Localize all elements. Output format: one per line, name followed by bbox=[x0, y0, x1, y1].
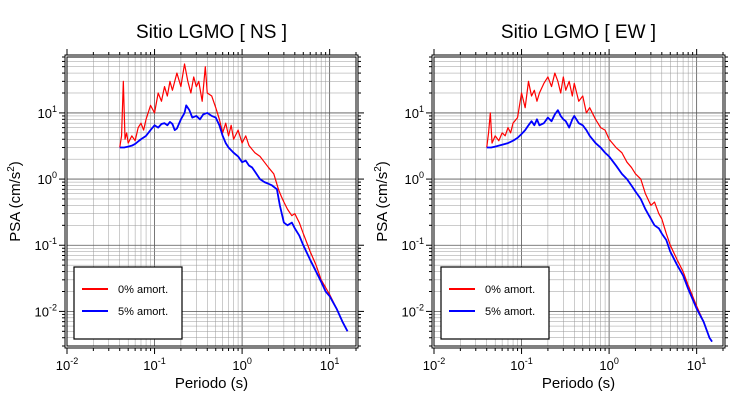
y-tick-label: 10-1 bbox=[35, 236, 57, 253]
y-tick-label-exp: -2 bbox=[416, 302, 424, 312]
x-tick-label-exp: 0 bbox=[247, 356, 252, 366]
y-tick-label-base: 10 bbox=[402, 304, 416, 319]
y-tick-label-base: 10 bbox=[405, 106, 419, 121]
x-tick-label-base: 10 bbox=[320, 358, 334, 373]
x-tick-label: 101 bbox=[320, 356, 339, 373]
y-tick-label-exp: 0 bbox=[52, 170, 57, 180]
plot-frame-outer bbox=[64, 54, 359, 349]
x-tick-label: 101 bbox=[687, 356, 706, 373]
y-axis-label-main: PSA (cm/s bbox=[7, 172, 24, 242]
y-tick-label: 100 bbox=[405, 170, 424, 187]
legend-label-text: 0% amort. bbox=[485, 284, 535, 296]
x-tick-label-exp: -1 bbox=[525, 356, 533, 366]
x-tick-label-base: 10 bbox=[599, 358, 613, 373]
x-tick-label-base: 10 bbox=[510, 358, 524, 373]
y-tick-label: 10-1 bbox=[402, 236, 424, 253]
legend-label-amort-0: 0% amort. bbox=[118, 284, 168, 296]
legend-label-amort-5: 5% amort. bbox=[118, 306, 168, 318]
y-tick-label-base: 10 bbox=[405, 172, 419, 187]
x-axis-label: Periodo (s) bbox=[175, 375, 248, 392]
y-tick-label-base: 10 bbox=[402, 238, 416, 253]
y-axis-label-sup: 2 bbox=[373, 166, 384, 172]
y-tick-label-exp: 0 bbox=[419, 170, 424, 180]
x-tick-label-base: 10 bbox=[232, 358, 246, 373]
x-tick-label: 100 bbox=[232, 356, 251, 373]
y-axis-label: PSA (cm/s2) bbox=[373, 161, 391, 242]
grid bbox=[67, 57, 356, 346]
legend-label-text: 0% amort. bbox=[118, 284, 168, 296]
x-tick-label-exp: 1 bbox=[701, 356, 706, 366]
y-tick-label: 10-2 bbox=[402, 302, 424, 319]
series-line-amort-0 bbox=[486, 72, 713, 342]
legend-label-text: 5% amort. bbox=[118, 306, 168, 318]
x-tick-label-exp: -2 bbox=[437, 356, 445, 366]
x-axis-label: Periodo (s) bbox=[542, 375, 615, 392]
legend-box bbox=[73, 266, 183, 340]
y-tick-label-exp: -1 bbox=[49, 236, 57, 246]
series-line-amort-5 bbox=[486, 109, 713, 343]
series-line-amort-0 bbox=[119, 63, 349, 332]
legend-label-amort-5: 5% amort. bbox=[485, 306, 535, 318]
x-tick-label: 10-1 bbox=[510, 356, 532, 373]
plot-frame-outer bbox=[431, 54, 726, 349]
y-tick-label-exp: -1 bbox=[416, 236, 424, 246]
y-tick-label-base: 10 bbox=[35, 238, 49, 253]
y-tick-label-base: 10 bbox=[38, 106, 52, 121]
chart-title-text: Sitio LGMO [ EW ] bbox=[501, 22, 656, 43]
y-tick-label: 101 bbox=[38, 104, 57, 121]
series-line-amort-5 bbox=[119, 104, 349, 332]
legend-label-amort-0: 0% amort. bbox=[485, 284, 535, 296]
x-tick-label: 100 bbox=[599, 356, 618, 373]
y-axis-label-close: ) bbox=[374, 161, 391, 166]
x-tick-label-exp: 0 bbox=[614, 356, 619, 366]
ticks bbox=[426, 49, 730, 354]
legend-label-text: 5% amort. bbox=[485, 306, 535, 318]
y-tick-label: 10-2 bbox=[35, 302, 57, 319]
y-axis-label-close: ) bbox=[7, 161, 24, 166]
y-tick-label-base: 10 bbox=[35, 304, 49, 319]
x-tick-label-exp: -1 bbox=[158, 356, 166, 366]
x-tick-label-exp: -2 bbox=[70, 356, 78, 366]
y-tick-label-exp: 1 bbox=[52, 104, 57, 114]
x-tick-label: 10-2 bbox=[423, 356, 445, 373]
plot-frame bbox=[433, 56, 724, 347]
x-tick-label: 10-1 bbox=[143, 356, 165, 373]
y-tick-label-exp: 1 bbox=[419, 104, 424, 114]
x-axis-label-text: Periodo (s) bbox=[542, 375, 615, 392]
x-tick-label-exp: 1 bbox=[334, 356, 339, 366]
x-tick-label-base: 10 bbox=[687, 358, 701, 373]
chart-title: Sitio LGMO [ EW ] bbox=[501, 22, 656, 43]
plot-frame bbox=[66, 56, 357, 347]
y-axis-label-sup: 2 bbox=[6, 166, 17, 172]
x-tick-label-base: 10 bbox=[143, 358, 157, 373]
legend: 0% amort. 5% amort. bbox=[73, 266, 183, 340]
y-tick-label: 101 bbox=[405, 104, 424, 121]
legend-box bbox=[440, 266, 550, 340]
chart-title-text: Sitio LGMO [ NS ] bbox=[136, 22, 287, 43]
x-tick-label-base: 10 bbox=[56, 358, 70, 373]
x-tick-label: 10-2 bbox=[56, 356, 78, 373]
chart-title: Sitio LGMO [ NS ] bbox=[136, 22, 287, 43]
y-tick-label-base: 10 bbox=[38, 172, 52, 187]
y-tick-label: 100 bbox=[38, 170, 57, 187]
y-tick-label-exp: -2 bbox=[49, 302, 57, 312]
y-axis-label: PSA (cm/s2) bbox=[6, 161, 24, 242]
legend: 0% amort. 5% amort. bbox=[440, 266, 550, 340]
x-tick-label-base: 10 bbox=[423, 358, 437, 373]
y-axis-label-main: PSA (cm/s bbox=[374, 172, 391, 242]
ticks bbox=[59, 49, 364, 354]
x-axis-label-text: Periodo (s) bbox=[175, 375, 248, 392]
